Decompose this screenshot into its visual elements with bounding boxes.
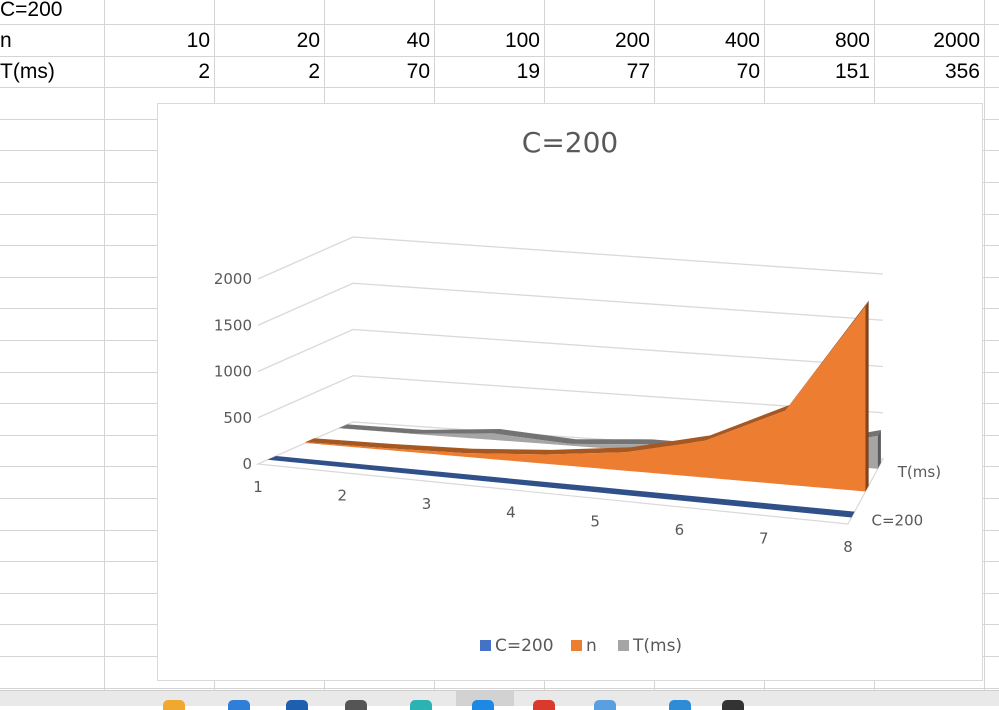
series-end-cap [877,429,881,469]
cell-t-value-5[interactable]: 77 [626,60,650,83]
grid-hline [0,688,999,689]
cell-n-value-5[interactable]: 200 [614,29,650,52]
cell-n-value-1[interactable]: 10 [186,29,210,52]
cell-t-value-4[interactable]: 19 [516,60,540,83]
series-n [305,300,869,492]
y-tick-label: 1500 [214,316,252,334]
legend-label: T(ms) [632,636,682,656]
depth-axis-ticks: T(ms) C=200 [872,463,942,530]
legend-swatch [571,640,582,651]
y-tick-label: 1000 [214,363,252,381]
x-tick-label: 4 [506,504,516,522]
grid-hline [0,87,999,88]
y-tick-label: 500 [223,409,252,427]
taskbar-app-icon[interactable] [163,700,185,710]
taskbar-app-icon[interactable] [669,700,691,710]
cell-t-value-8[interactable]: 356 [944,60,980,83]
taskbar-app-icon[interactable] [228,700,250,710]
cell-t-value-6[interactable]: 70 [736,60,760,83]
legend-label: C=200 [495,636,554,656]
grid-hline [0,24,999,25]
y-tick-label: 2000 [214,270,252,288]
cell-n-value-6[interactable]: 400 [724,29,760,52]
taskbar-app-icon[interactable] [594,700,616,710]
cell-n-value-7[interactable]: 800 [834,29,870,52]
taskbar-app-icon[interactable] [345,700,367,710]
series-top-surface [338,424,881,451]
cell-t-value-2[interactable]: 2 [308,60,320,83]
taskbar-active-highlight [456,691,514,706]
taskbar-app-icon[interactable] [410,700,432,710]
cell-t-value-1[interactable]: 2 [198,60,210,83]
gridline [257,375,884,419]
grid-hline [0,56,999,57]
chart-title: C=200 [522,126,618,159]
cell-t-value-3[interactable]: 70 [406,60,430,83]
cell-t-value-7[interactable]: 151 [834,60,870,83]
y-axis-ticks: 0 500 1000 1500 2000 [214,270,252,473]
gridline [257,236,884,280]
grid-vline [104,0,105,690]
x-tick-label: 3 [422,495,432,513]
cell-n-value-2[interactable]: 20 [296,29,320,52]
legend-label: n [586,636,597,656]
cell-n-value-4[interactable]: 100 [504,29,540,52]
legend-swatch [480,640,491,651]
x-tick-label: 5 [590,512,600,530]
x-tick-label: 1 [253,478,263,496]
gridline [257,282,884,326]
taskbar-app-icon[interactable] [286,700,308,710]
series-end-cap [865,300,869,492]
cell-n-value-8[interactable]: 2000 [933,29,980,52]
x-tick-label: 7 [759,529,769,547]
x-tick-label: 6 [675,521,685,539]
grid-vline [984,0,985,690]
taskbar-app-icon[interactable] [533,700,555,710]
y-tick-label: 0 [242,455,252,473]
taskbar-app-icon[interactable] [722,700,744,710]
x-tick-label: 2 [338,487,348,505]
gridline [257,328,884,373]
cell-n-label[interactable]: n [0,29,12,52]
depth-tick-label: C=200 [872,512,924,530]
depth-tick-label: T(ms) [897,463,941,481]
series-c-200 [267,456,855,518]
x-axis-ticks: 1 2 3 4 5 6 7 8 [253,478,853,556]
x-tick-label: 8 [843,538,853,556]
cell-t-label[interactable]: T(ms) [0,60,55,83]
series-front-face [305,306,866,492]
legend-swatch [618,640,629,651]
series-top-surface [267,456,855,518]
taskbar-app-icon[interactable] [472,700,494,710]
cell-n-value-3[interactable]: 40 [406,29,430,52]
chart-series [267,300,881,518]
cell-c200-label[interactable]: C=200 [0,0,63,21]
chart-legend: C=200 n T(ms) [480,636,682,656]
taskbar [0,690,999,710]
